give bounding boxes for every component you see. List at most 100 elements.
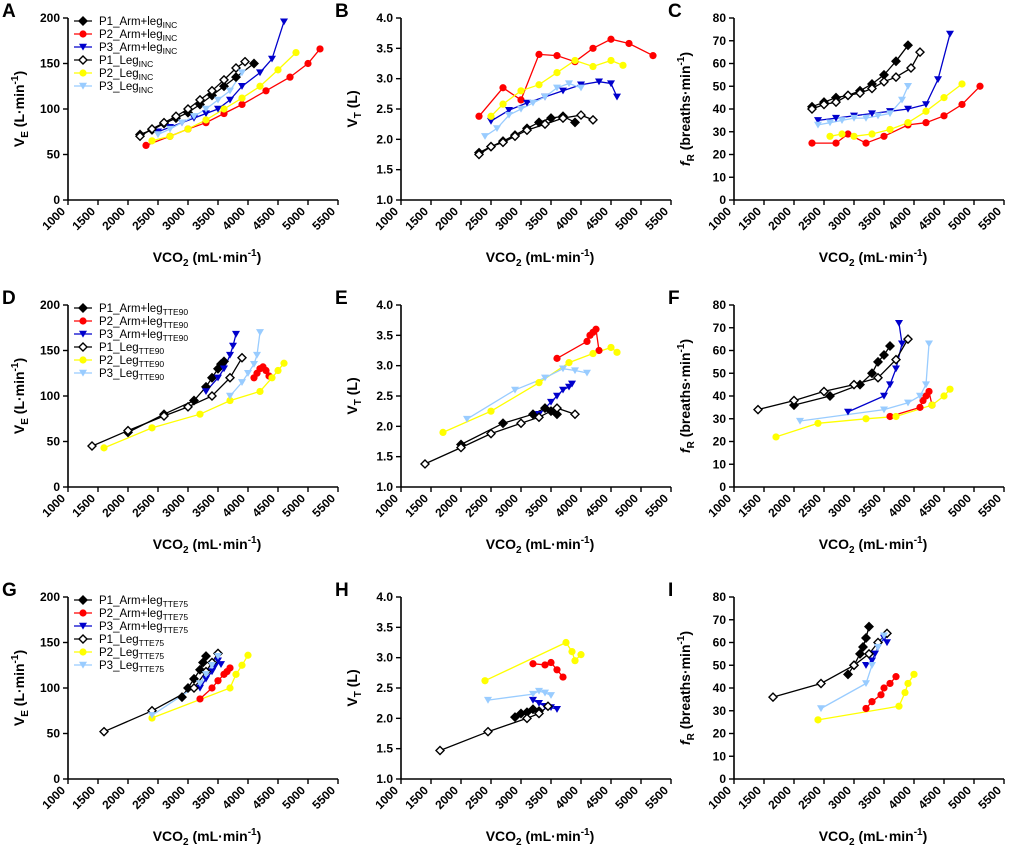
data-point	[946, 30, 954, 38]
data-point	[880, 406, 888, 414]
legend-marker	[79, 369, 87, 377]
data-point	[226, 351, 234, 359]
data-point	[535, 379, 543, 387]
data-point	[189, 395, 199, 406]
y-tick-label: 20	[713, 727, 727, 741]
data-point	[249, 58, 259, 69]
data-point	[796, 417, 804, 425]
data-point	[553, 666, 561, 674]
legend-marker	[79, 30, 87, 38]
y-tick-label: 70	[713, 321, 727, 335]
data-point	[816, 678, 826, 689]
data-point	[226, 96, 234, 104]
x-tick-label: 3500	[522, 491, 551, 520]
data-point	[855, 648, 865, 659]
x-axis-label: VCO2 (mL·min-1)	[486, 535, 595, 556]
y-tick-label: 10	[713, 749, 727, 763]
legend-label: P3_Arm+legINC	[99, 42, 177, 56]
data-point	[535, 699, 543, 707]
x-tick-label: 5000	[945, 491, 974, 520]
y-tick-label: 30	[713, 125, 727, 139]
legend-label: P3_LegINC	[99, 81, 153, 95]
x-tick-label: 1500	[402, 204, 431, 233]
legend-marker	[78, 55, 88, 65]
y-tick-label: 50	[713, 366, 727, 380]
data-point	[546, 406, 556, 417]
x-tick-label: 3000	[825, 204, 854, 233]
data-point	[159, 117, 169, 128]
data-point	[891, 72, 901, 83]
y-tick-label: 3.0	[376, 359, 393, 373]
data-point	[819, 99, 829, 110]
legend-label: P2_LegTTE75	[99, 647, 164, 661]
data-point	[922, 381, 930, 389]
data-point	[148, 712, 156, 719]
data-point	[849, 660, 859, 671]
data-point	[886, 412, 894, 421]
data-point	[814, 121, 822, 129]
data-point	[214, 374, 222, 382]
y-tick-label: 100	[40, 102, 60, 116]
data-point	[214, 657, 222, 665]
data-point	[99, 726, 109, 737]
legend-marker	[79, 330, 87, 338]
y-tick-label: 20	[713, 148, 727, 162]
y-tick-label: 3.5	[376, 328, 393, 342]
data-point	[772, 433, 780, 441]
data-point	[892, 365, 900, 373]
x-tick-label: 4500	[582, 204, 611, 233]
data-point	[244, 370, 252, 377]
data-point	[891, 56, 901, 67]
data-point	[595, 78, 603, 86]
data-point	[552, 409, 562, 420]
x-tick-label: 5000	[945, 783, 974, 812]
data-point	[898, 96, 906, 104]
x-tick-label: 2000	[99, 783, 128, 812]
x-tick-label: 4000	[219, 783, 248, 812]
panel-C: C 1000 1500 2000 2500 3000 3500 4000 4500 5000 550…	[668, 1, 1005, 269]
x-tick-label: 2500	[129, 783, 158, 812]
data-point	[535, 50, 543, 59]
data-point	[864, 621, 874, 632]
data-point	[862, 139, 870, 147]
data-point	[183, 401, 193, 412]
x-tick-label: 2500	[129, 204, 158, 233]
x-tick-label: 4500	[915, 204, 944, 233]
data-point	[903, 40, 913, 51]
data-point	[568, 380, 576, 388]
data-point	[553, 392, 561, 400]
data-point	[817, 705, 825, 713]
x-tick-label: 4000	[219, 491, 248, 520]
x-tick-label: 2500	[462, 491, 491, 520]
data-point	[262, 366, 270, 375]
data-point	[225, 372, 235, 383]
data-point	[838, 117, 846, 124]
data-point	[196, 680, 204, 688]
data-point	[484, 696, 492, 704]
y-axis-label: VE (L·min-1)	[10, 71, 31, 147]
data-point	[207, 85, 217, 96]
x-tick-label: 5500	[642, 204, 671, 233]
data-point	[814, 117, 822, 124]
x-tick-label: 2000	[765, 204, 794, 233]
x-tick-label: 2000	[765, 491, 794, 520]
data-point	[570, 409, 580, 420]
data-point	[958, 80, 966, 88]
data-point	[925, 387, 933, 396]
panel-E: E 1000 1500 2000 2500 3000 3500 4000 4500 5000 550…	[335, 288, 672, 556]
x-tick-label: 2000	[765, 783, 794, 812]
data-point	[874, 643, 882, 651]
y-tick-label: 200	[40, 298, 60, 312]
data-point	[571, 657, 579, 665]
series-line-3	[847, 323, 903, 413]
legend-label: P1_Arm+legINC	[99, 16, 177, 30]
data-point	[316, 45, 324, 53]
x-axis-label: VCO2 (mL·min-1)	[486, 248, 595, 269]
data-point	[256, 82, 264, 90]
y-tick-label: 50	[47, 727, 61, 741]
data-point	[207, 372, 217, 383]
legend-marker	[78, 595, 88, 605]
x-tick-label: 2000	[432, 783, 461, 812]
data-point	[189, 673, 199, 684]
